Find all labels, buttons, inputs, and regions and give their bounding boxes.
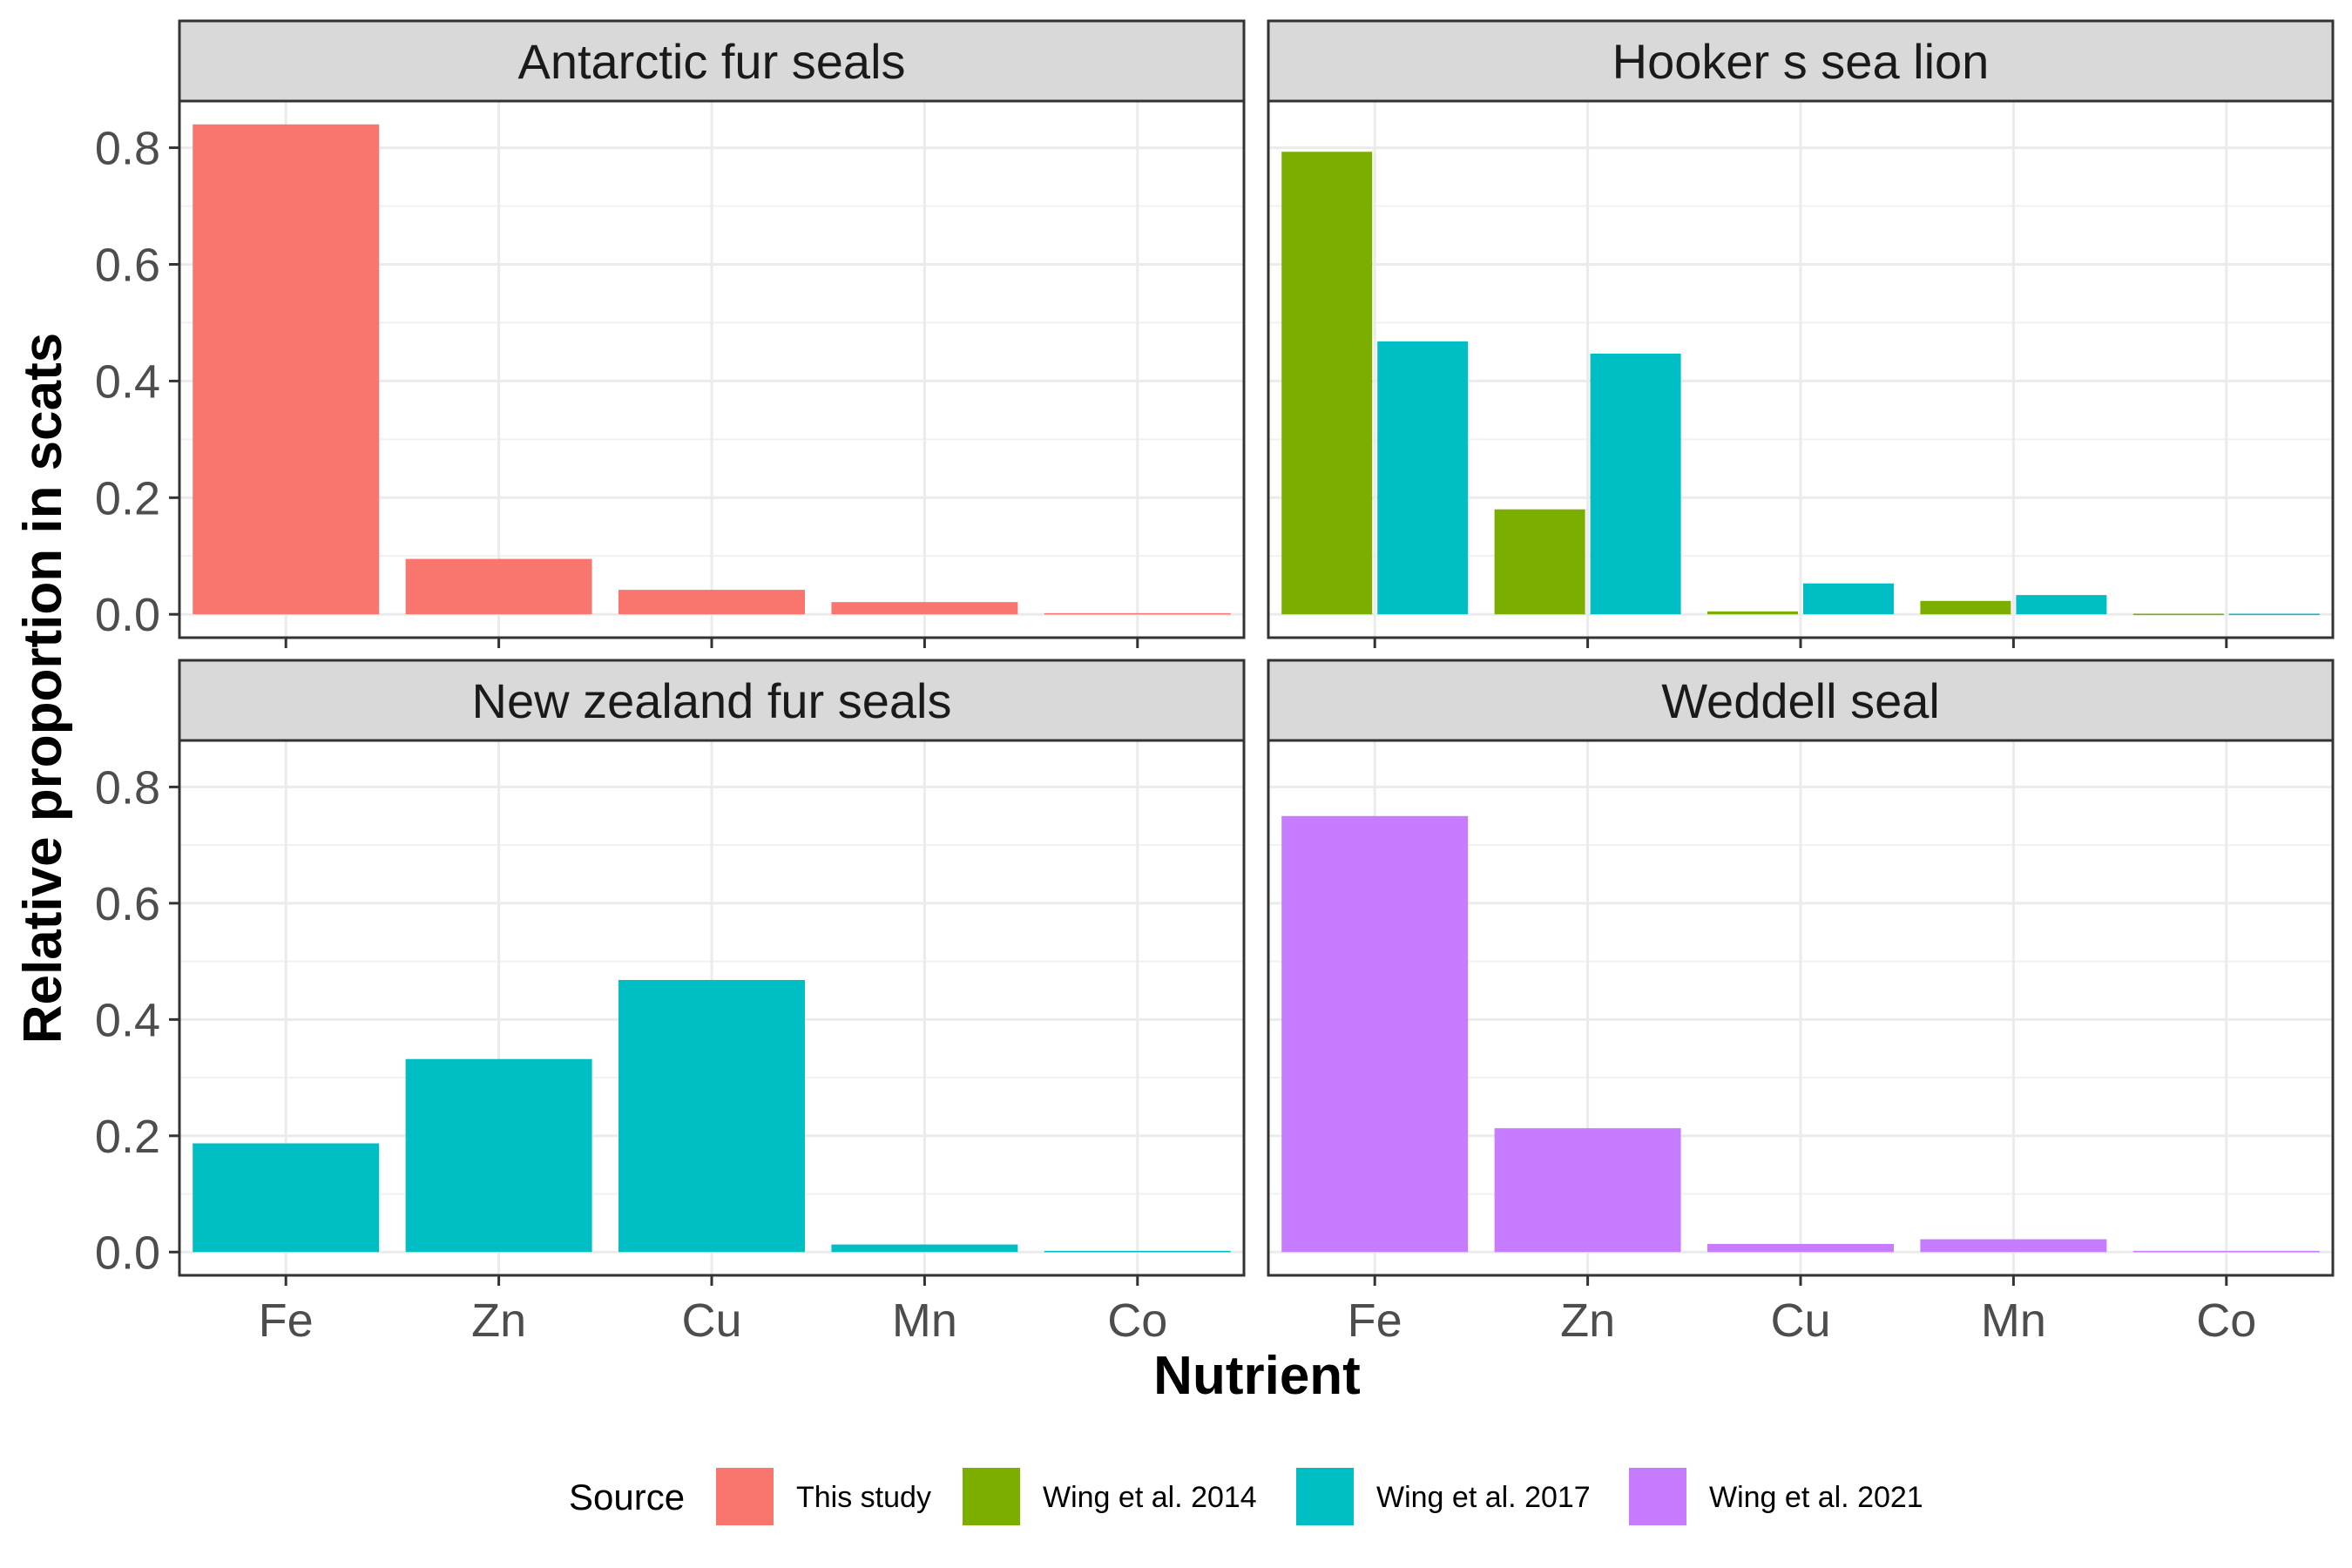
legend-label: Wing et al. 2021 [1709,1481,1923,1514]
bar-co [1044,612,1231,615]
legend-title: Source [569,1477,685,1517]
facet-title: Hooker s sea lion [1612,34,1990,89]
x-tick-label: Co [2196,1294,2256,1347]
x-tick-label: Cu [681,1294,741,1347]
y-tick-label: 0.0 [95,589,160,641]
bar-fe [1377,341,1469,615]
legend-item: Wing et al. 2021 [1629,1468,1923,1525]
x-tick-label: Zn [471,1294,526,1347]
legend-key [1296,1468,1354,1525]
y-tick-label: 0.8 [95,761,160,814]
legend-label: Wing et al. 2017 [1376,1481,1591,1514]
y-tick-label: 0.6 [95,239,160,291]
bar-fe [193,1143,380,1253]
bar-zn [405,558,592,615]
facet-panels: Antarctic fur seals 0.0 0.2 0.4 0.6 0.8 Hooker… [95,19,2335,1347]
legend-key [963,1468,1020,1525]
x-tick-label: Fe [259,1294,314,1347]
facet-panel: New zealand fur seals 0.0 0.2 0.4 0.6 0.8 Fe Zn… [95,659,1246,1347]
bar-zn [405,1058,592,1253]
x-axis-title: Nutrient [1153,1346,1361,1406]
bar-mn [831,1244,1018,1253]
x-tick-label: Fe [1348,1294,1402,1347]
bar-fe [1281,815,1469,1253]
facet-panel: Hooker s sea lion [1267,19,2335,648]
bar-fe [1281,152,1373,615]
y-tick-label: 0.4 [95,994,160,1046]
facet-strip [178,19,1246,103]
bar-cu [618,590,805,615]
bar-mn [2016,595,2107,615]
bar-mn [1920,1239,2107,1253]
legend-key [716,1468,774,1525]
bar-mn [1920,600,2011,615]
y-tick-label: 0.8 [95,123,160,175]
bar-cu [618,979,805,1253]
facet-strip [178,659,1246,742]
x-tick-label: Co [1107,1294,1167,1347]
bar-zn [1494,509,1585,615]
bar-cu [1803,583,1894,615]
facet-title: Weddell seal [1661,673,1940,728]
bar-co [2228,613,2320,616]
bar-co [1044,1250,1231,1253]
bar-zn [1590,353,1681,615]
bar-co [2132,1250,2320,1253]
legend-item: Wing et al. 2014 [963,1468,1257,1525]
facet-title: Antarctic fur seals [517,34,905,89]
bar-mn [831,602,1018,615]
bar-co [2132,613,2224,616]
y-axis-title: Relative proportion in scats [13,333,73,1044]
y-tick-label: 0.0 [95,1227,160,1279]
y-tick-label: 0.2 [95,1111,160,1163]
bar-cu [1707,611,1798,615]
bar-cu [1707,1243,1894,1253]
legend-label: Wing et al. 2014 [1043,1481,1257,1514]
facet-panel: Weddell seal Fe Zn Cu Mn Co [1267,659,2335,1347]
facet-panel: Antarctic fur seals 0.0 0.2 0.4 0.6 0.8 [95,19,1246,648]
facet-strip [1267,19,2335,103]
y-tick-label: 0.4 [95,355,160,408]
x-tick-label: Cu [1770,1294,1830,1347]
x-tick-label: Zn [1560,1294,1615,1347]
x-tick-label: Mn [1981,1294,2046,1347]
legend: Source This study Wing et al. 2014 Wing et… [569,1468,1923,1525]
x-tick-label: Mn [892,1294,957,1347]
bar-fe [193,124,380,615]
legend-item: Wing et al. 2017 [1296,1468,1591,1525]
legend-key [1629,1468,1686,1525]
legend-item: This study [716,1468,931,1525]
legend-label: This study [796,1481,931,1514]
facet-title: New zealand fur seals [472,673,952,728]
y-tick-label: 0.6 [95,878,160,930]
y-tick-label: 0.2 [95,472,160,524]
bar-zn [1494,1128,1681,1253]
facet-strip [1267,659,2335,742]
